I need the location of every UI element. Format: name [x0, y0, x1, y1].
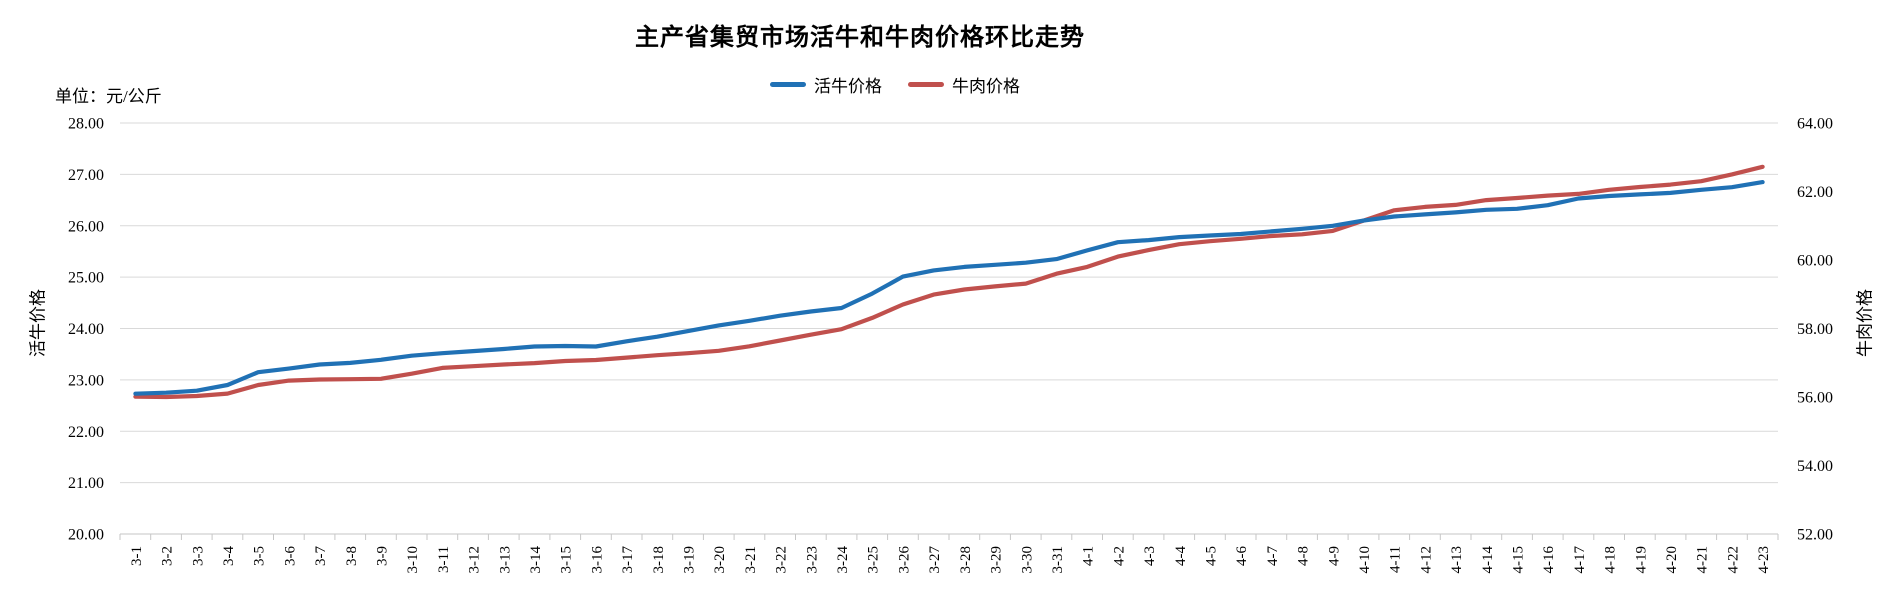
- x-axis-tick-label: 3-21: [743, 546, 759, 574]
- x-axis-tick-label: 4-14: [1480, 546, 1496, 574]
- x-axis-tick-label: 3-18: [651, 546, 667, 574]
- right-axis-tick-label: 56.00: [1797, 390, 1833, 407]
- x-axis-tick-label: 4-16: [1541, 546, 1557, 574]
- x-axis-tick-label: 3-22: [774, 546, 790, 574]
- x-axis-tick-label: 4-21: [1695, 546, 1711, 574]
- live-cattle-price-line[interactable]: [133, 180, 1765, 396]
- chart-legend: 活牛价格 牛肉价格: [0, 72, 1790, 97]
- legend-item-live-cattle[interactable]: 活牛价格: [770, 72, 882, 97]
- legend-swatch-live-cattle: [770, 81, 806, 87]
- x-axis-tick-label: 4-20: [1664, 546, 1680, 574]
- x-axis-tick-label: 3-24: [835, 546, 851, 574]
- right-axis-tick-label: 58.00: [1797, 321, 1833, 338]
- x-axis-tick-label: 3-7: [313, 546, 329, 566]
- x-axis-tick-label: 3-26: [896, 546, 912, 574]
- x-axis-tick-label: 3-16: [589, 546, 605, 574]
- x-axis-tick-label: 4-22: [1725, 546, 1741, 574]
- left-axis-tick-label: 26.00: [68, 218, 104, 235]
- x-axis-tick-label: 4-6: [1234, 546, 1250, 566]
- left-axis-tick-label: 24.00: [68, 321, 104, 338]
- right-axis-tick-label: 52.00: [1797, 527, 1833, 544]
- x-axis-tick-label: 4-10: [1357, 546, 1373, 574]
- legend-label-live-cattle: 活牛价格: [814, 76, 882, 96]
- x-axis-tick-label: 3-5: [252, 546, 268, 566]
- x-axis-tick-label: 4-9: [1326, 546, 1342, 566]
- x-axis-tick-label: 3-17: [620, 546, 636, 574]
- x-axis-tick-label: 3-12: [467, 546, 483, 574]
- right-axis-tick-label: 54.00: [1797, 458, 1833, 475]
- x-axis-tick-label: 3-11: [436, 546, 452, 573]
- x-axis-tick-label: 4-19: [1633, 546, 1649, 574]
- right-axis-tick-label: 64.00: [1797, 116, 1833, 133]
- x-axis-tick-label: 3-29: [989, 546, 1005, 574]
- x-axis-tick-label: 4-15: [1511, 546, 1527, 574]
- x-axis-tick-label: 4-12: [1418, 546, 1434, 574]
- x-axis-tick-label: 3-13: [497, 546, 513, 574]
- x-axis-tick-label: 4-2: [1111, 546, 1127, 566]
- x-axis-tick-label: 3-19: [682, 546, 698, 574]
- x-axis-tick-label: 3-25: [866, 546, 882, 574]
- x-axis-tick-label: 4-13: [1449, 546, 1465, 574]
- left-axis-tick-label: 28.00: [68, 116, 104, 133]
- left-axis-tick-label: 20.00: [68, 527, 104, 544]
- x-axis-tick-label: 3-27: [927, 546, 943, 574]
- x-axis-tick-label: 3-20: [712, 546, 728, 574]
- left-axis-tick-label: 23.00: [68, 372, 104, 389]
- x-axis-tick-label: 3-28: [958, 546, 974, 574]
- x-axis-tick-label: 4-23: [1756, 546, 1772, 574]
- x-axis-tick-label: 4-7: [1265, 546, 1281, 566]
- x-axis-tick-label: 4-5: [1204, 546, 1220, 566]
- x-axis-tick-label: 3-3: [190, 546, 206, 566]
- legend-swatch-beef: [908, 81, 944, 87]
- x-axis-tick-label: 3-14: [528, 546, 544, 574]
- x-axis-tick-label: 3-4: [221, 546, 237, 566]
- x-axis-tick-label: 3-1: [129, 546, 145, 566]
- beef-price-line[interactable]: [133, 164, 1765, 400]
- x-axis-tick-label: 4-4: [1173, 546, 1189, 566]
- legend-label-beef: 牛肉价格: [952, 76, 1020, 96]
- left-axis-tick-label: 25.00: [68, 270, 104, 287]
- x-axis-tick-label: 4-18: [1603, 546, 1619, 574]
- x-axis-tick-label: 4-3: [1142, 546, 1158, 566]
- x-axis-tick-label: 4-17: [1572, 546, 1588, 574]
- x-axis-tick-label: 3-15: [559, 546, 575, 574]
- left-axis-tick-label: 21.00: [68, 475, 104, 492]
- x-axis-tick-label: 3-23: [804, 546, 820, 574]
- left-axis-tick-label: 27.00: [68, 167, 104, 184]
- x-axis-tick-label: 4-1: [1081, 546, 1097, 566]
- left-axis-tick-label: 22.00: [68, 424, 104, 441]
- x-axis-tick-label: 3-9: [375, 546, 391, 566]
- unit-label: 单位：元/公斤: [55, 87, 162, 106]
- right-axis-tick-label: 62.00: [1797, 184, 1833, 201]
- x-axis-tick-label: 3-2: [160, 546, 176, 566]
- chart-title: 主产省集贸市场活牛和牛肉价格环比走势: [635, 25, 1085, 51]
- x-axis-tick-label: 3-31: [1050, 546, 1066, 574]
- x-axis-tick-label: 3-10: [405, 546, 421, 574]
- x-axis-tick-label: 3-8: [344, 546, 360, 566]
- x-axis-tick-label: 4-8: [1296, 546, 1312, 566]
- x-axis-tick-label: 3-6: [282, 546, 298, 566]
- right-axis-tick-label: 60.00: [1797, 253, 1833, 270]
- x-axis-tick-label: 4-11: [1388, 546, 1404, 573]
- legend-item-beef[interactable]: 牛肉价格: [908, 72, 1020, 97]
- x-axis-tick-label: 3-30: [1019, 546, 1035, 574]
